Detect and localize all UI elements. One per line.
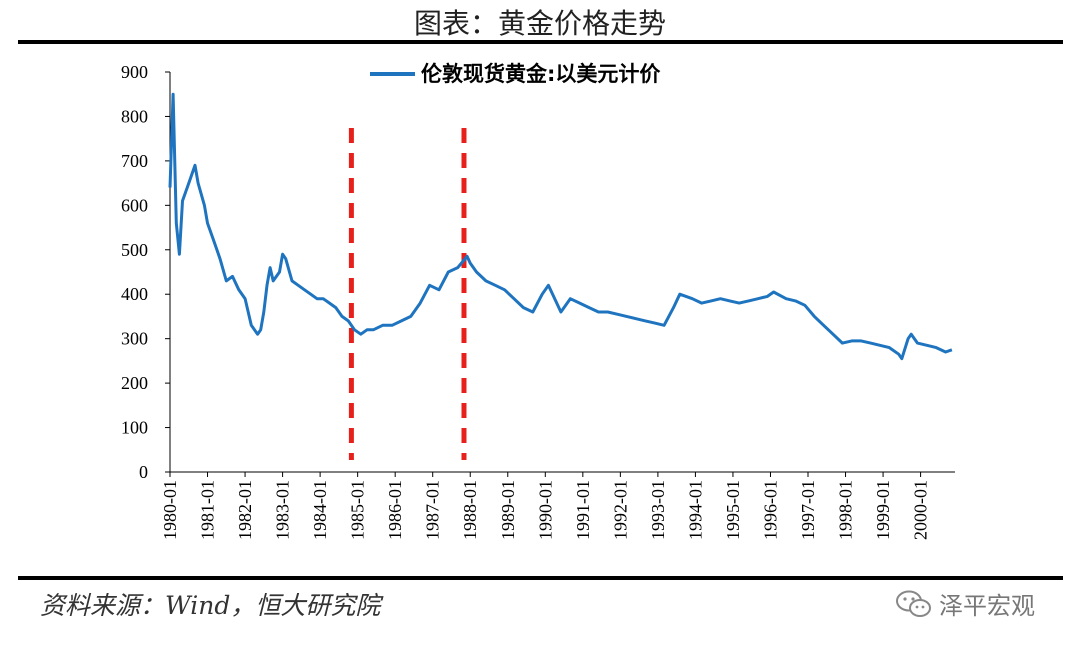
y-tick-label: 200 [121, 373, 148, 393]
y-tick-label: 100 [121, 418, 148, 438]
y-tick-label: 600 [121, 195, 148, 215]
event-markers [348, 128, 467, 460]
source-note: 资料来源：Wind，恒大研究院 [40, 591, 381, 620]
chart-axes [169, 72, 955, 473]
x-tick-label: 1988-01 [460, 480, 480, 540]
y-tick-label: 500 [121, 240, 148, 260]
x-tick-label: 1991-01 [573, 480, 593, 540]
x-tick-label: 1981-01 [198, 480, 218, 540]
x-tick-label: 1980-01 [160, 480, 180, 540]
y-axis-ticks: 0 100 200 300 400 500 600 700 800 900 [121, 62, 170, 482]
legend-label: 伦敦现货黄金:以美元计价 [421, 62, 661, 86]
watermark-label: 泽平宏观 [939, 592, 1035, 620]
y-tick-label: 400 [121, 284, 148, 304]
y-tick-label: 700 [121, 151, 148, 171]
x-tick-label: 1993-01 [648, 480, 668, 540]
x-tick-label: 1994-01 [685, 480, 705, 540]
x-axis-ticks: 1980-01 1981-01 1982-01 1983-01 1984-01 1985-… [160, 472, 931, 540]
series-lines [168, 92, 953, 361]
y-tick-label: 900 [121, 62, 148, 82]
x-tick-label: 1999-01 [873, 480, 893, 540]
x-tick-label: 1989-01 [498, 480, 518, 540]
x-tick-label: 1996-01 [760, 480, 780, 540]
watermark: 泽平宏观 [895, 586, 1035, 621]
chart-legend: 伦敦现货黄金:以美元计价 [370, 62, 661, 86]
x-tick-label: 1995-01 [723, 480, 743, 540]
x-tick-label: 1986-01 [385, 480, 405, 540]
wechat-icon [896, 590, 931, 617]
x-tick-label: 1992-01 [610, 480, 630, 540]
gold-price-chart: 0 100 200 300 400 500 600 700 800 900 1980-01 1981… [121, 62, 955, 540]
bottom-rule [18, 576, 1063, 580]
x-tick-label: 2000-01 [911, 480, 931, 540]
x-tick-label: 1984-01 [310, 480, 330, 540]
x-tick-label: 1997-01 [798, 480, 818, 540]
x-tick-label: 1998-01 [836, 480, 856, 540]
x-tick-label: 1990-01 [535, 480, 555, 540]
series-line [168, 92, 953, 361]
y-tick-label: 300 [121, 329, 148, 349]
y-tick-label: 800 [121, 106, 148, 126]
x-tick-label: 1985-01 [348, 480, 368, 540]
page-title: 图表：黄金价格走势 [413, 7, 666, 40]
x-tick-label: 1983-01 [273, 480, 293, 540]
y-tick-label: 0 [139, 462, 148, 482]
top-rule [18, 40, 1063, 44]
x-tick-label: 1982-01 [235, 480, 255, 540]
x-tick-label: 1987-01 [423, 480, 443, 540]
